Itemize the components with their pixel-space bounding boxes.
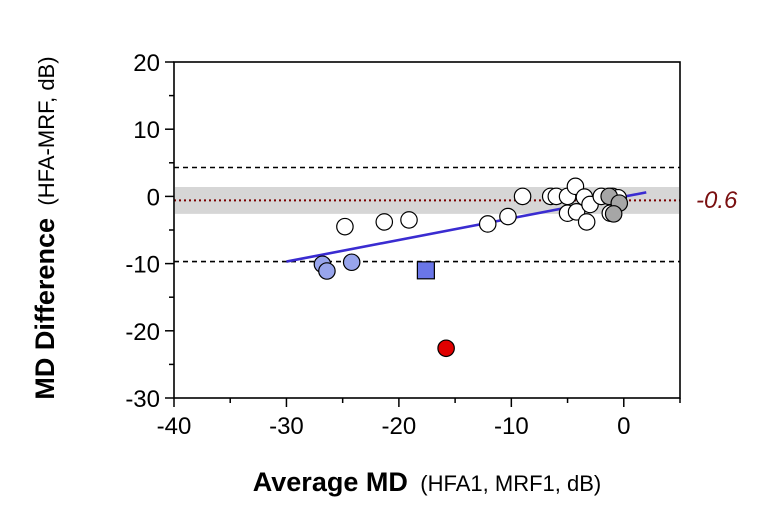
plot-frame bbox=[173, 61, 681, 399]
data-point bbox=[336, 217, 354, 236]
mean-bias-label: -0.6 bbox=[696, 187, 738, 214]
data-point bbox=[400, 211, 418, 229]
x-tick-label: -10 bbox=[494, 413, 529, 440]
y-tick-label: 20 bbox=[133, 50, 160, 77]
x-axis-title: Average MD (HFA1, MRF1, dB) bbox=[253, 467, 601, 497]
y-tick-label: 0 bbox=[147, 184, 160, 211]
data-point bbox=[437, 339, 455, 358]
y-tick-label: -20 bbox=[125, 319, 160, 346]
x-tick-label: -30 bbox=[269, 413, 304, 440]
y-axis-title: MD Difference (HFA-MRF, dB) bbox=[30, 56, 60, 399]
x-tick-label: -40 bbox=[157, 413, 192, 440]
data-point bbox=[499, 207, 517, 226]
y-tick-label: -10 bbox=[125, 252, 160, 279]
data-point bbox=[604, 205, 623, 223]
y-axis-title-sub: (HFA-MRF, dB) bbox=[34, 56, 59, 205]
data-point bbox=[342, 253, 361, 272]
y-tick-label: 10 bbox=[133, 117, 160, 144]
data-point bbox=[478, 215, 497, 233]
x-tick-label: -20 bbox=[382, 413, 417, 440]
x-tick-label: 0 bbox=[617, 413, 630, 440]
data-point bbox=[375, 213, 394, 231]
data-point bbox=[577, 213, 596, 231]
x-axis-title-sub: (HFA1, MRF1, dB) bbox=[420, 471, 601, 496]
y-axis-title-main: MD Difference bbox=[30, 218, 60, 400]
data-point bbox=[318, 262, 336, 280]
plot-area bbox=[174, 166, 680, 358]
data-point bbox=[513, 187, 532, 206]
x-axis-title-main: Average MD bbox=[253, 467, 408, 497]
data-point-square bbox=[416, 261, 435, 280]
y-tick-label: -30 bbox=[125, 386, 160, 413]
